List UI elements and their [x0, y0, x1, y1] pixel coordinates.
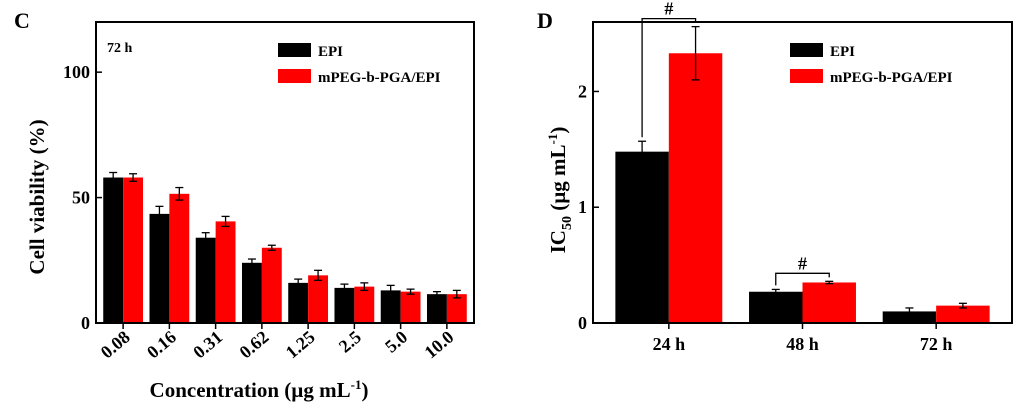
chart-d-bars — [615, 53, 990, 323]
c-bar-s1-4 — [308, 275, 329, 323]
chart-c-x-axis-label-close: ) — [361, 378, 368, 402]
d-bar-s0-1 — [749, 291, 803, 323]
chart-c-legend-swatch-mpeg — [278, 69, 311, 83]
chart-d-error-bars — [638, 25, 967, 316]
c-xtick-label-7: 10.0 — [420, 327, 457, 363]
c-xtick-label-6: 5.0 — [381, 327, 411, 357]
d-ytick-label-2: 2 — [578, 81, 587, 101]
panel-label-c: C — [14, 8, 30, 33]
d-ytick-label-0: 0 — [578, 313, 587, 333]
c-bar-s0-5 — [334, 287, 355, 323]
d-bar-s0-2 — [882, 311, 937, 323]
c-bar-s1-5 — [354, 286, 375, 323]
c-ytick-label-2: 100 — [63, 62, 90, 82]
c-xtick-label-4: 1.25 — [282, 327, 319, 363]
chart-c-y-ticks: 0 50 100 — [63, 62, 102, 333]
chart-c-x-ticks: 0.08 0.16 0.31 0.62 1.25 2.5 5.0 10.0 — [97, 323, 457, 363]
c-bar-s0-1 — [149, 213, 170, 323]
chart-c-legend: EPI mPEG-b-PGA/EPI — [278, 43, 441, 86]
d-ytick-label-1: 1 — [578, 197, 587, 217]
chart-d-y-axis-label: IC50 (µg mL-1) — [545, 127, 575, 254]
chart-d-legend-label-epi: EPI — [830, 44, 855, 60]
c-bar-s1-1 — [169, 193, 190, 323]
chart-c-annotation: 72 h — [107, 41, 133, 56]
chart-d-y-ticks: 0 1 2 — [578, 81, 599, 333]
c-ytick-label-1: 50 — [72, 188, 90, 208]
c-bar-s1-0 — [123, 177, 144, 323]
d-significance-label-1: # — [798, 253, 807, 273]
chart-d-legend-swatch-epi — [790, 43, 823, 57]
c-bar-s1-7 — [446, 294, 467, 323]
chart-c-y-axis-label: Cell viability (%) — [25, 119, 49, 274]
c-ytick-label-0: 0 — [81, 313, 90, 333]
d-significance-label-0: # — [664, 0, 673, 19]
d-bar-s1-0 — [668, 53, 723, 323]
chart-c: 0 50 100 0.08 0.16 0.31 0.62 1.25 2.5 5.0 10.0 72… — [25, 21, 475, 402]
chart-d: ## 012 24 h 48 h 72 h EPI mPEG-b-PGA/EPI I… — [545, 0, 1013, 354]
c-xtick-label-5: 2.5 — [335, 327, 365, 357]
c-bar-s1-6 — [400, 291, 421, 323]
chart-c-legend-label-epi: EPI — [318, 44, 343, 60]
c-xtick-label-2: 0.31 — [189, 327, 226, 363]
c-bar-s0-6 — [380, 290, 401, 323]
chart-c-x-axis-label-main: Concentration (µg mL — [150, 378, 351, 402]
d-xtick-label-0: 24 h — [653, 334, 686, 354]
chart-d-y-axis-label-unit: (µg mL — [546, 144, 570, 216]
chart-d-y-axis-label-main: IC — [546, 230, 570, 253]
d-bar-s1-2 — [936, 305, 990, 323]
chart-d-legend-swatch-mpeg — [790, 69, 823, 83]
chart-d-y-axis-label-sub: 50 — [560, 216, 575, 230]
c-bar-s0-3 — [241, 262, 262, 323]
c-xtick-label-3: 0.62 — [235, 327, 272, 363]
c-bar-s0-2 — [195, 237, 216, 323]
chart-d-legend: EPI mPEG-b-PGA/EPI — [790, 43, 953, 86]
chart-d-x-ticks: 24 h 48 h 72 h — [653, 323, 953, 354]
c-bar-s1-2 — [215, 221, 236, 323]
c-bar-s0-7 — [426, 294, 447, 323]
c-bar-s0-4 — [288, 282, 309, 323]
chart-d-legend-label-mpeg: mPEG-b-PGA/EPI — [830, 70, 953, 86]
panel-label-d: D — [537, 8, 553, 33]
chart-c-legend-label-mpeg: mPEG-b-PGA/EPI — [318, 70, 441, 86]
d-bar-s0-0 — [615, 151, 669, 323]
chart-d-significance: ## — [641, 0, 830, 286]
chart-c-legend-swatch-epi — [278, 43, 311, 57]
chart-c-plot-frame — [95, 21, 475, 324]
chart-c-error-bars — [109, 171, 461, 299]
chart-c-x-axis-label: Concentration (µg mL-1) — [150, 377, 369, 402]
chart-d-y-axis-label-close: ) — [546, 127, 570, 134]
chart-c-bars — [103, 177, 467, 323]
d-bar-s1-1 — [802, 282, 856, 323]
c-bar-s0-0 — [103, 177, 124, 323]
c-xtick-label-1: 0.16 — [143, 327, 180, 363]
chart-c-x-axis-label-sup: -1 — [351, 377, 362, 392]
d-xtick-label-2: 72 h — [920, 334, 953, 354]
d-significance-bracket-0 — [641, 17, 697, 138]
c-bar-s1-3 — [261, 247, 282, 323]
d-xtick-label-1: 48 h — [786, 334, 819, 354]
chart-d-y-axis-label-sup: -1 — [545, 134, 560, 145]
d-significance-bracket-1 — [775, 272, 830, 286]
c-xtick-label-0: 0.08 — [97, 327, 134, 363]
